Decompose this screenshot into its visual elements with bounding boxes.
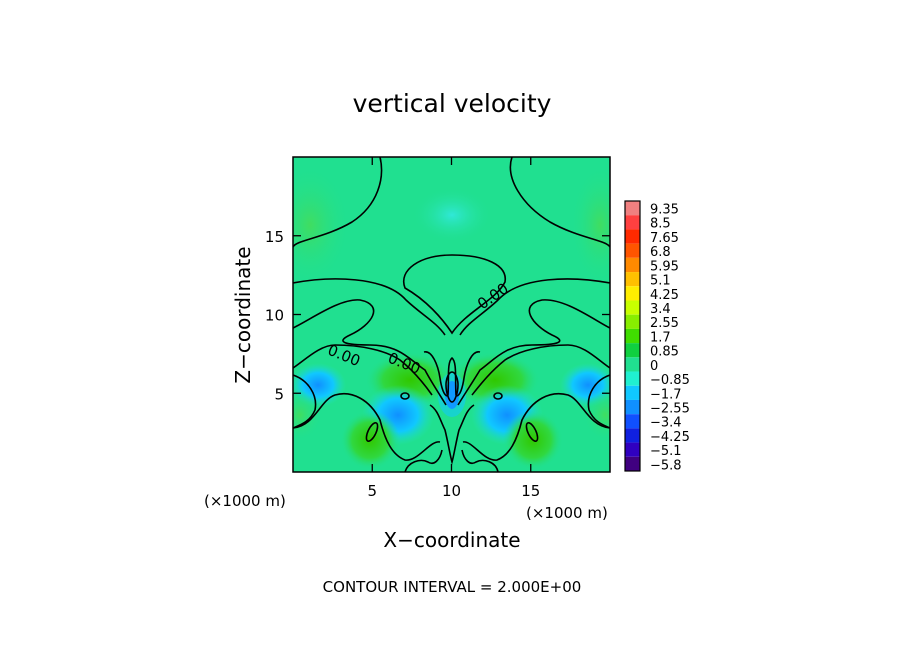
contour-left-small-loop xyxy=(400,392,410,400)
x-tick-labels: 5 10 15 xyxy=(367,482,540,500)
colorbar-label: 1.7 xyxy=(650,330,671,345)
colorbar-label: −0.85 xyxy=(650,373,690,388)
upper-right-weak-updraft xyxy=(570,165,610,285)
colorbar-label: 0.85 xyxy=(650,345,679,360)
contour-left-lower xyxy=(293,393,441,461)
contour-left-lobe xyxy=(293,344,433,396)
x-tick-label: 5 xyxy=(367,482,377,500)
colorbar-swatch xyxy=(625,385,640,400)
contour-upper-left xyxy=(293,157,383,248)
colorbar-label: 4.25 xyxy=(650,288,679,303)
contour-mid-band-right xyxy=(459,278,610,336)
colorbar-swatch xyxy=(625,328,640,344)
colorbar-label: 5.95 xyxy=(650,259,679,274)
colorbar-label: 2.55 xyxy=(650,316,679,331)
contour-central-core xyxy=(445,371,459,403)
colorbar-swatch xyxy=(625,229,640,244)
colorbar-label: 0 xyxy=(650,359,658,374)
colorbar-swatch xyxy=(625,201,640,216)
colorbar: 9.358.57.656.85.955.14.253.42.551.70.850… xyxy=(624,200,690,473)
x-unit-label: (×1000 m) xyxy=(526,504,608,522)
colorbar-swatch xyxy=(625,442,640,457)
y-tick-label: 10 xyxy=(265,307,284,325)
x-axis-label: X−coordinate xyxy=(383,528,520,552)
contour-left-wing xyxy=(293,299,447,406)
contour-right-lower xyxy=(462,393,610,461)
contour-right-lobe xyxy=(471,344,610,396)
colorbar-swatch xyxy=(625,399,640,415)
colorbar-label: −4.25 xyxy=(650,430,690,445)
colorbar-swatch xyxy=(625,357,640,372)
colorbar-swatch xyxy=(625,414,640,429)
contour-right-wing xyxy=(457,299,610,406)
contour-right-updraft-core xyxy=(525,421,539,443)
colorbar-swatch xyxy=(625,286,640,301)
colorbar-label: 7.65 xyxy=(650,231,679,246)
tick-marks xyxy=(293,157,610,472)
contour-upper-right xyxy=(509,157,610,248)
y-tick-label: 15 xyxy=(265,228,284,246)
colorbar-label: −3.4 xyxy=(650,416,682,431)
upper-left-weak-updraft xyxy=(293,165,350,285)
contour-upper-closed-loop xyxy=(402,254,506,335)
colorbar-swatch xyxy=(625,456,640,471)
contour-bottom-left xyxy=(404,449,443,472)
contour-left-edge-loop xyxy=(293,374,317,429)
plot-area: 0.000.00 0.00 xyxy=(293,157,610,472)
colorbar-label: 5.1 xyxy=(650,274,671,289)
x-tick-label: 15 xyxy=(521,482,540,500)
y-axis-label: Z−coordinate xyxy=(231,246,255,383)
contour-bottom-right xyxy=(461,449,499,472)
colorbar-swatch xyxy=(625,300,640,315)
y-unit-label: (×1000 m) xyxy=(204,492,286,510)
colorbar-swatch xyxy=(625,428,640,443)
contour-interval-note: CONTOUR INTERVAL = 2.000E+00 xyxy=(323,578,582,596)
colorbar-label: 6.8 xyxy=(650,245,671,260)
central-downdraft-halo xyxy=(438,373,466,417)
colorbar-swatch xyxy=(625,314,640,329)
contour-right-small-loop xyxy=(493,392,503,400)
colorbar-swatch xyxy=(625,272,640,287)
upper-weak-downdraft xyxy=(412,187,492,243)
chart-title: vertical velocity xyxy=(353,89,552,118)
colorbar-swatch xyxy=(625,343,640,358)
colorbar-swatch xyxy=(625,215,640,230)
colorbar-label: −2.55 xyxy=(650,401,690,416)
contour-central-lower xyxy=(429,404,475,465)
contour-left-updraft-core xyxy=(365,421,379,443)
colorbar-label: −5.8 xyxy=(650,458,682,473)
colorbar-label: −1.7 xyxy=(650,387,682,402)
colorbar-frame xyxy=(624,200,641,472)
colorbar-label: 9.35 xyxy=(650,203,679,218)
contour-lines xyxy=(293,157,610,472)
y-tick-label: 5 xyxy=(274,385,284,403)
colorbar-label: 3.4 xyxy=(650,302,671,317)
colorbar-label: 8.5 xyxy=(650,217,671,232)
contour-central-column xyxy=(423,351,481,397)
contour-right-edge-loop xyxy=(587,374,610,429)
colorbar-swatch xyxy=(625,243,640,258)
contour-mid-band-left xyxy=(293,278,446,336)
colorbar-label: −5.1 xyxy=(650,444,682,459)
right-edge-updraft xyxy=(583,389,610,441)
colorbar-swatch xyxy=(625,371,640,386)
x-tick-label: 10 xyxy=(442,482,461,500)
y-tick-labels: 5 10 15 xyxy=(265,228,284,404)
colorbar-swatch xyxy=(625,257,640,273)
